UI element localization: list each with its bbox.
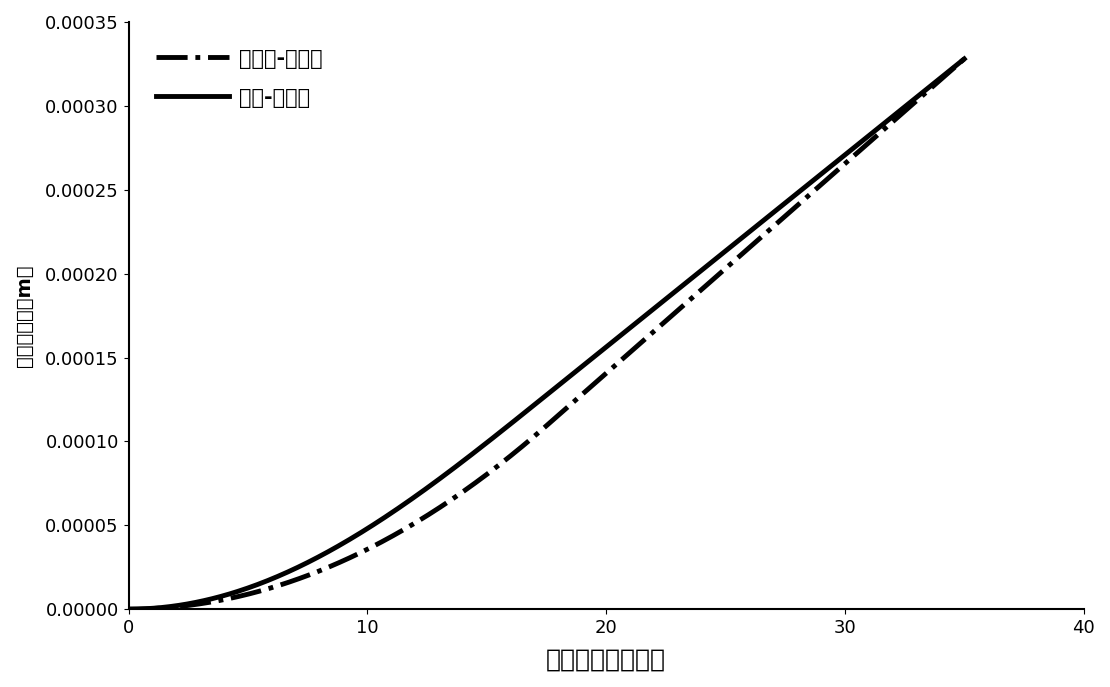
Line: 等加速-等速型: 等加速-等速型 (129, 59, 965, 609)
余弦-等速型 (807, 176, 820, 184)
Line: 余弦-等速型: 余弦-等速型 (129, 59, 965, 609)
余弦-等速型 (524, 404, 537, 412)
等加速-等速型 (524, 436, 537, 444)
余弦-等速型 (518, 408, 532, 416)
等加速-等速型 (122, 605, 135, 613)
等加速-等速型 (938, 72, 951, 80)
余弦-等速型 (958, 55, 971, 63)
余弦-等速型 (619, 327, 633, 335)
等加速-等速型 (574, 392, 587, 400)
余弦-等速型 (122, 605, 135, 613)
等加速-等速型 (518, 440, 532, 448)
Legend: 等加速-等速型, 余弦-等速型: 等加速-等速型, 余弦-等速型 (139, 32, 340, 124)
余弦-等速型 (938, 71, 951, 79)
Y-axis label: 缓冲段升程（m）: 缓冲段升程（m） (16, 264, 34, 367)
余弦-等速型 (574, 363, 587, 372)
X-axis label: 凸轮轴转角（度）: 凸轮轴转角（度） (546, 648, 666, 672)
等加速-等速型 (807, 187, 820, 195)
等加速-等速型 (619, 352, 633, 360)
等加速-等速型 (958, 55, 971, 63)
